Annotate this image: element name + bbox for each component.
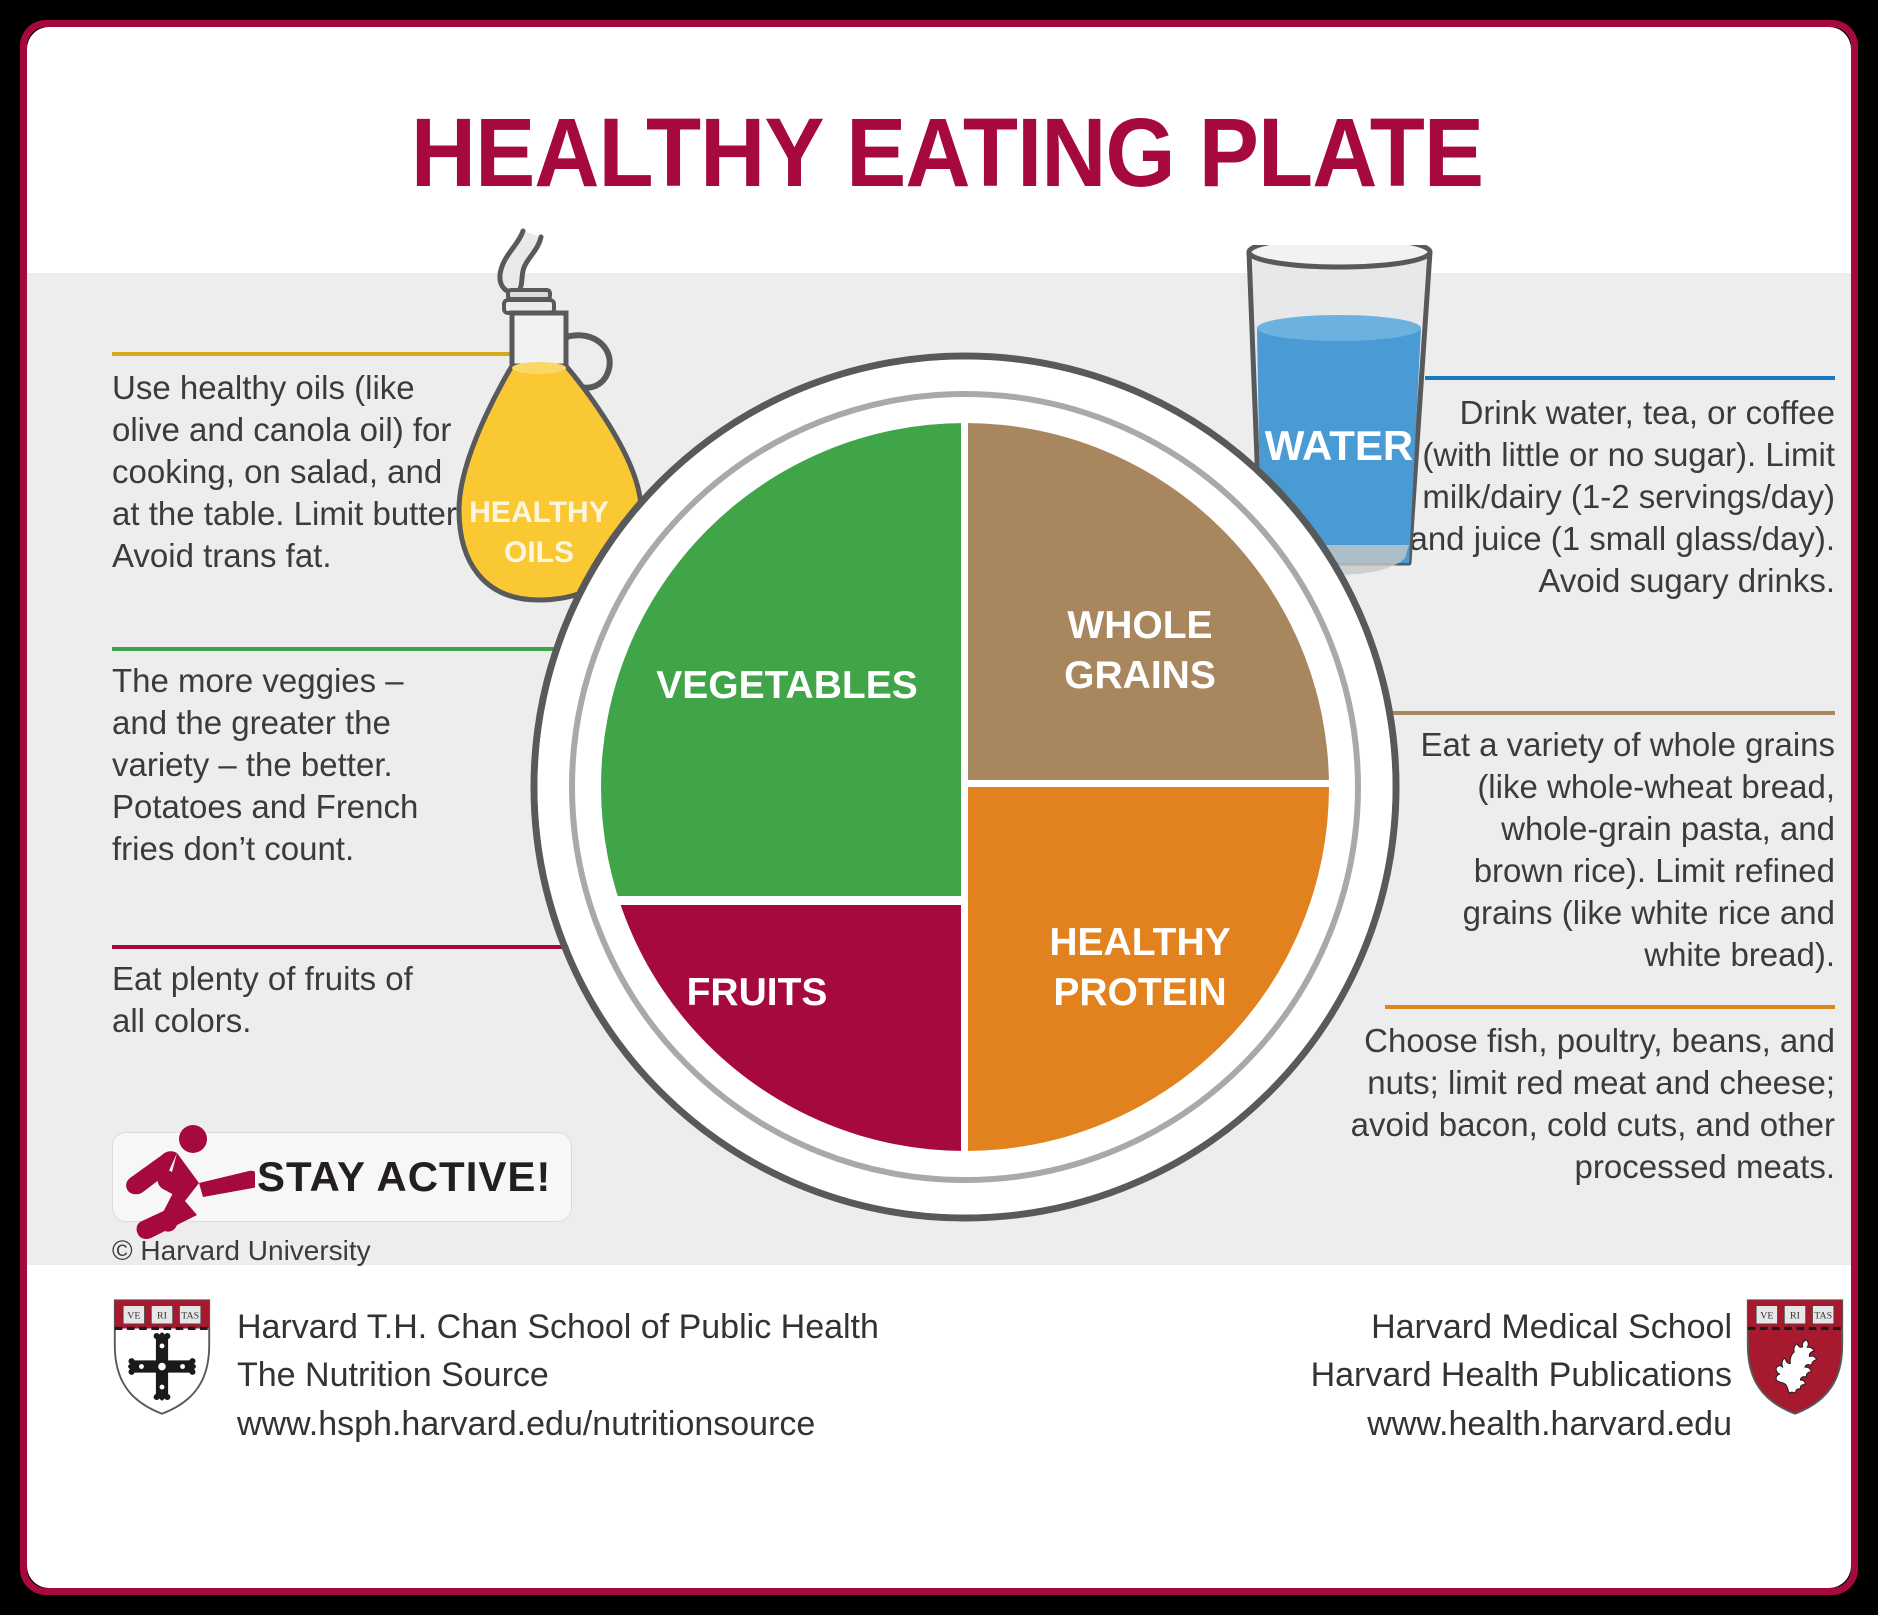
svg-text:VEGETABLES: VEGETABLES: [656, 664, 917, 707]
svg-text:HEALTHY: HEALTHY: [1049, 921, 1230, 964]
svg-text:TAS: TAS: [1814, 1311, 1832, 1322]
svg-text:GRAINS: GRAINS: [1064, 654, 1216, 697]
svg-text:RI: RI: [1790, 1311, 1800, 1322]
svg-text:WHOLE: WHOLE: [1067, 604, 1212, 647]
svg-text:FRUITS: FRUITS: [687, 971, 828, 1014]
svg-text:RI: RI: [157, 1311, 167, 1322]
svg-text:TAS: TAS: [181, 1311, 199, 1322]
svg-text:PROTEIN: PROTEIN: [1053, 971, 1226, 1014]
svg-text:VE: VE: [127, 1311, 140, 1322]
svg-text:VE: VE: [1760, 1311, 1773, 1322]
